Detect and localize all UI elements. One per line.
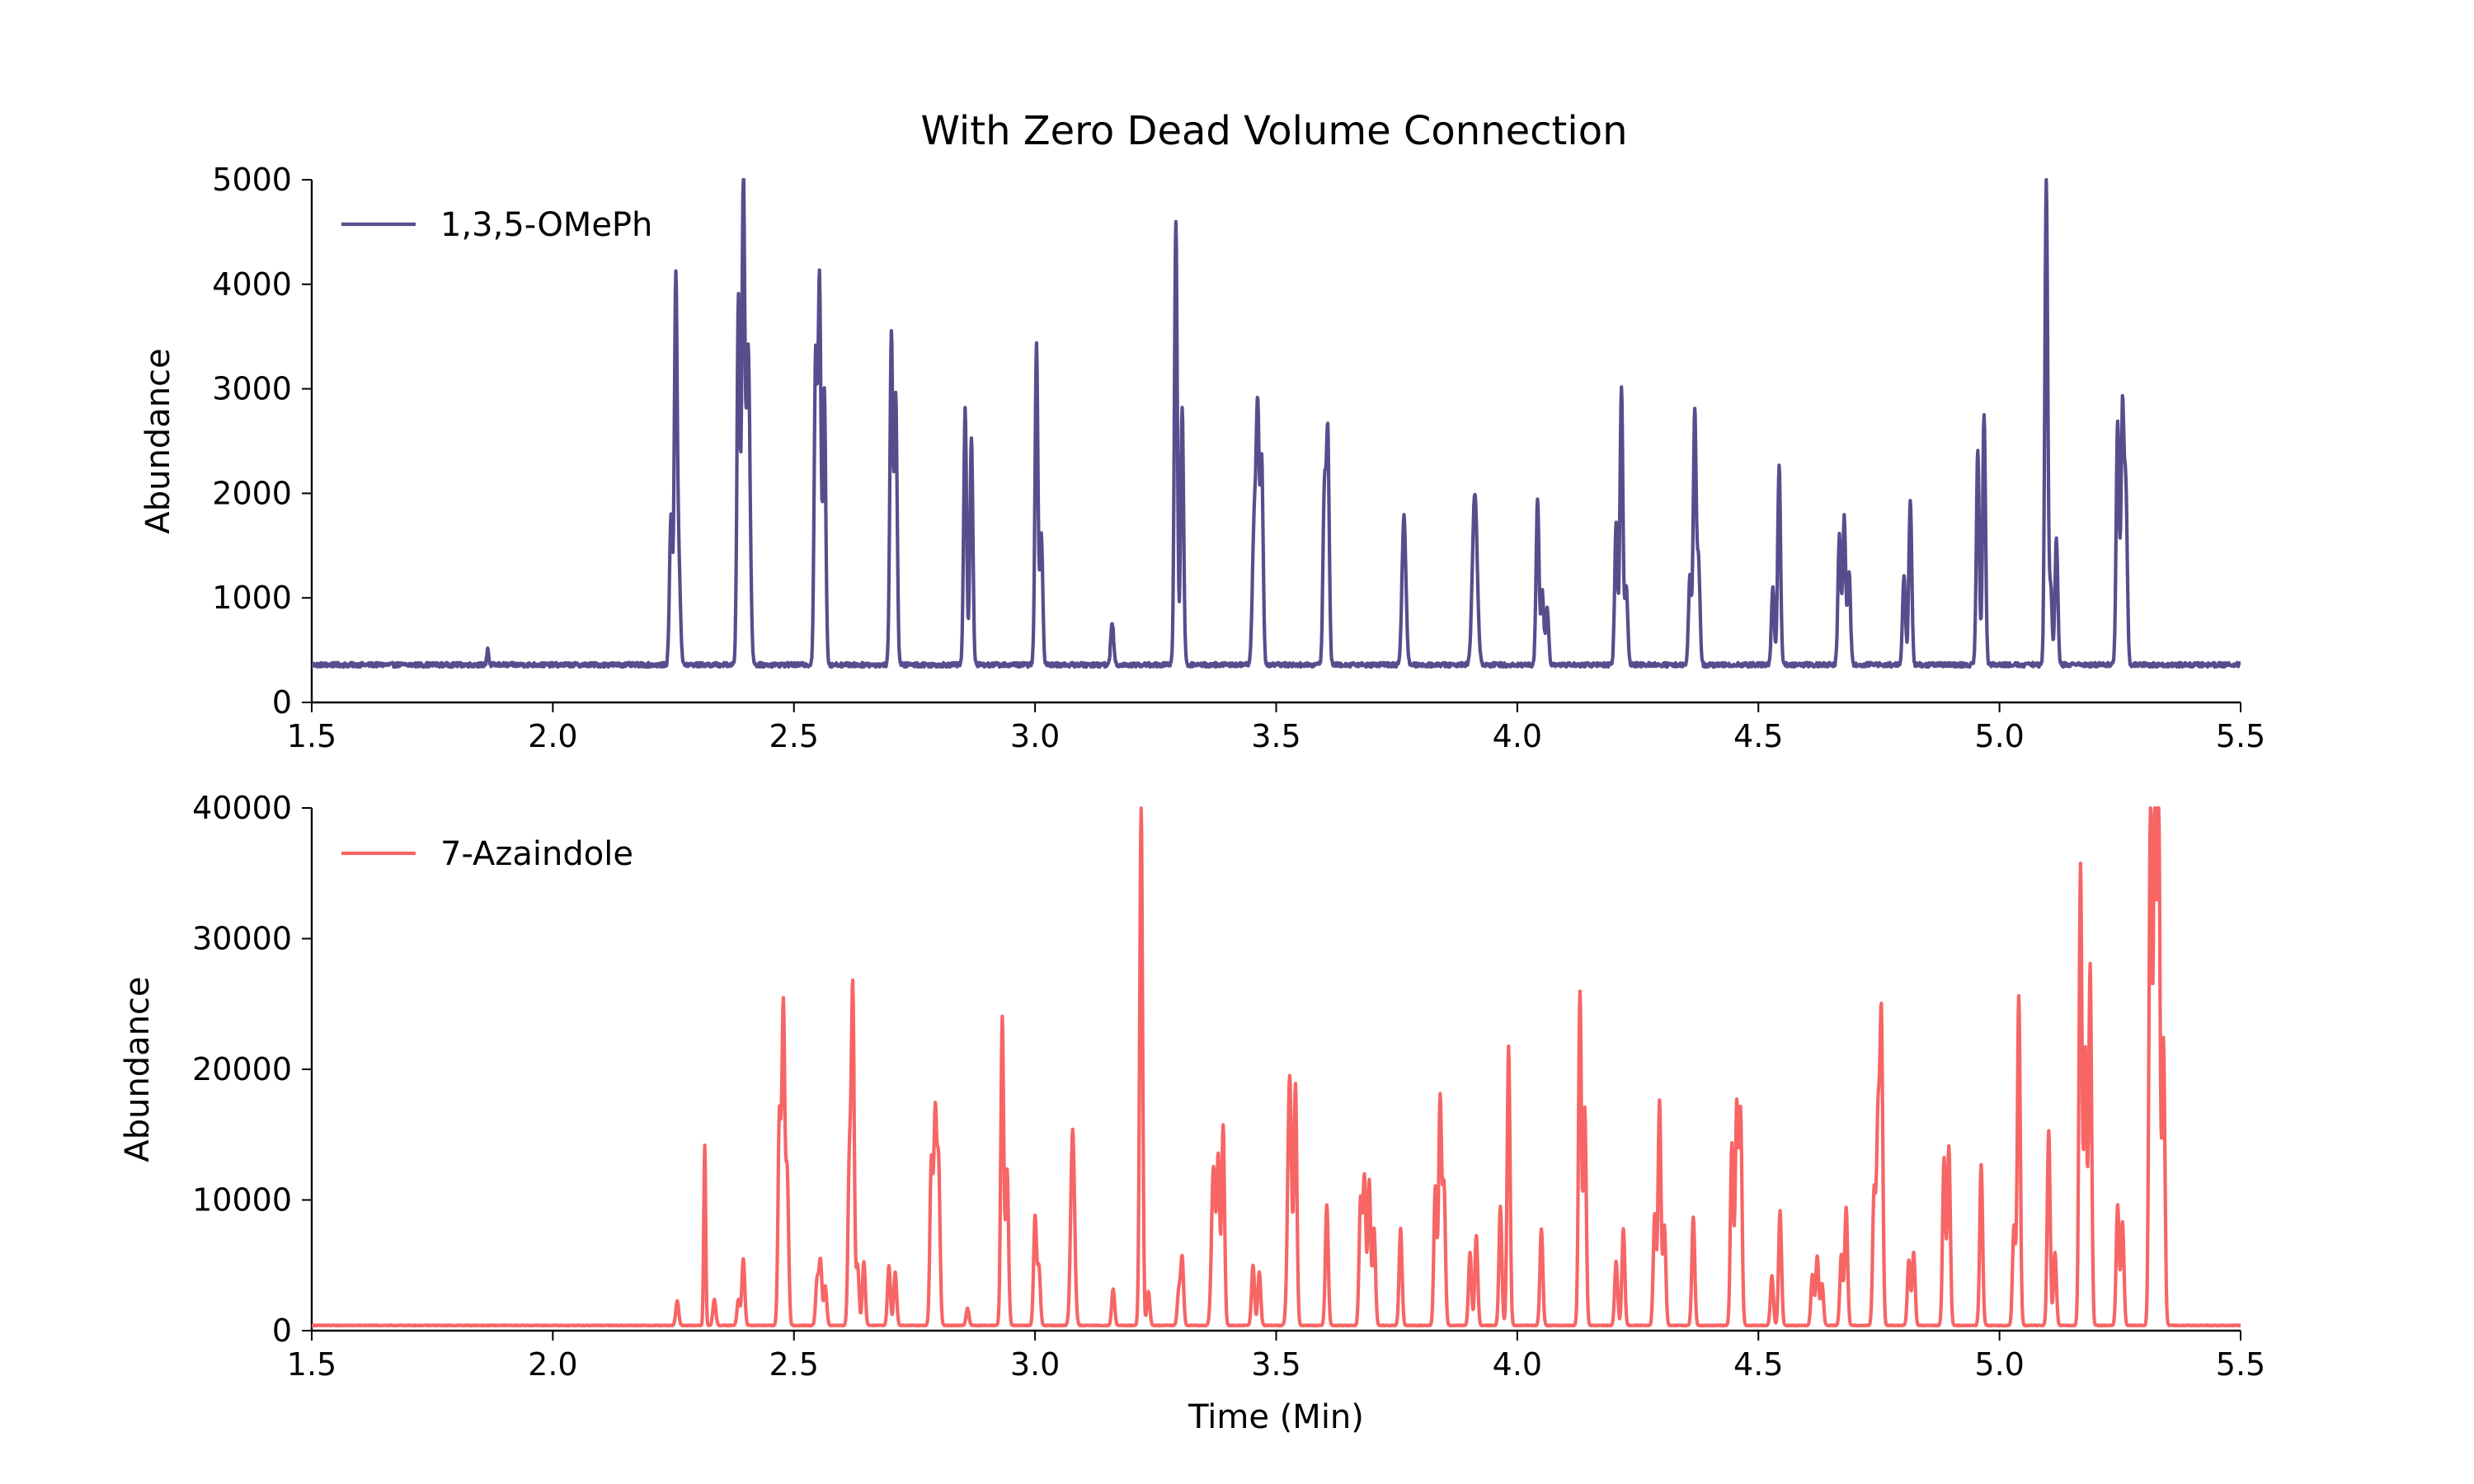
series-line-7-Azaindole <box>312 806 2241 1328</box>
x-tick-label: 5.0 <box>1974 718 2024 754</box>
x-axis-label: Time (Min) <box>1188 1398 1364 1436</box>
figure-title: With Zero Dead Volume Connection <box>921 108 1628 154</box>
x-tick-label: 3.0 <box>1010 1346 1060 1383</box>
y-tick-label: 30000 <box>192 921 292 957</box>
x-tick-label: 4.0 <box>1493 718 1542 754</box>
y-axis-label: Abundance <box>119 976 157 1162</box>
x-tick-label: 2.0 <box>528 718 577 754</box>
y-tick-label: 5000 <box>212 162 292 198</box>
x-tick-label: 1.5 <box>287 718 336 754</box>
plots-container: 1.5 2.0 2.5 3.0 3.5 4.0 4.5 5.0 5.5 0 1000 2000 3000… <box>119 162 2265 1436</box>
x-tick-label: 5.5 <box>2216 1346 2265 1383</box>
legend-label: 7-Azaindole <box>440 835 633 873</box>
x-tick-label: 5.0 <box>1974 1346 2024 1383</box>
y-axis-label: Abundance <box>139 348 177 533</box>
x-tick-label: 2.5 <box>769 718 819 754</box>
y-tick-label: 0 <box>272 684 292 721</box>
x-tick-label: 1.5 <box>287 1346 336 1383</box>
y-tick-label: 2000 <box>212 475 292 511</box>
x-tick-label: 2.0 <box>528 1346 577 1383</box>
y-tick-label: 1000 <box>212 580 292 616</box>
series-line-1,3,5-OMePh <box>312 178 2241 669</box>
legend: 1,3,5-OMePh <box>341 206 652 244</box>
x-tick-label: 2.5 <box>769 1346 819 1383</box>
subplot-top: 1.5 2.0 2.5 3.0 3.5 4.0 4.5 5.0 5.5 0 1000 2000 3000… <box>139 162 2265 754</box>
y-tick-label: 0 <box>272 1313 292 1349</box>
y-tick-label: 40000 <box>192 790 292 826</box>
y-tick-label: 3000 <box>212 371 292 407</box>
subplot-bottom: 1.5 2.0 2.5 3.0 3.5 4.0 4.5 5.0 5.5 0 10000 20000 30… <box>119 790 2265 1436</box>
x-tick-label: 3.5 <box>1251 1346 1300 1383</box>
y-tick-label: 10000 <box>192 1182 292 1219</box>
y-tick-label: 20000 <box>192 1051 292 1087</box>
x-tick-label: 3.0 <box>1010 718 1060 754</box>
legend-label: 1,3,5-OMePh <box>440 206 652 244</box>
x-tick-label: 5.5 <box>2216 718 2265 754</box>
x-tick-label: 4.0 <box>1493 1346 1542 1383</box>
x-tick-label: 3.5 <box>1251 718 1300 754</box>
x-tick-label: 4.5 <box>1733 718 1783 754</box>
x-tick-label: 4.5 <box>1733 1346 1783 1383</box>
y-tick-label: 4000 <box>212 266 292 303</box>
legend: 7-Azaindole <box>341 835 633 873</box>
